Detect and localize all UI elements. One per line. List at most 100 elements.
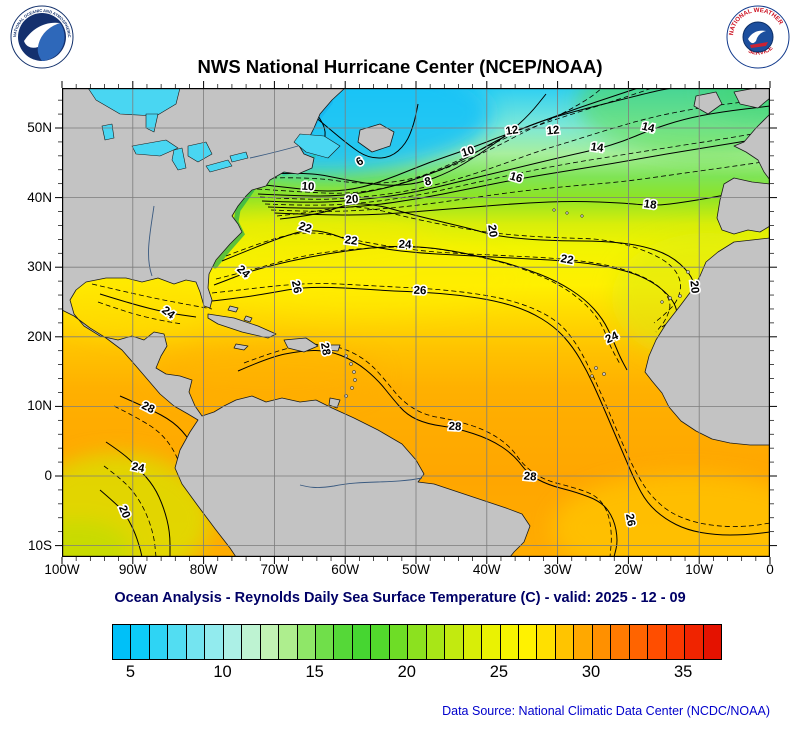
- lon-label-30W: 30W: [543, 562, 572, 577]
- lat-label-10S: 10S: [27, 537, 52, 553]
- contour-label-28: 28: [523, 470, 538, 483]
- isotherm-26-dashed: [97, 301, 183, 325]
- land-newfoundland: [357, 123, 395, 153]
- lake-ontario: [229, 151, 249, 163]
- amazon-river: [299, 477, 423, 488]
- nws-emblem-stripe: [750, 42, 768, 48]
- mississippi-river: [148, 205, 155, 277]
- lat-label-0: 0: [44, 468, 52, 483]
- latlon-grid: [62, 88, 770, 557]
- land-bahamas: [227, 305, 253, 323]
- contour-label-12: 12: [505, 124, 519, 138]
- noaa-emblem-ocean: [37, 23, 65, 61]
- lon-label-20W: 20W: [614, 562, 643, 577]
- colorbar-cell-28: [555, 625, 575, 659]
- map-frame: [62, 88, 770, 557]
- gulf-st-lawrence: [293, 133, 341, 159]
- isotherm-9-dashed: [263, 88, 603, 184]
- land-jamaica: [233, 343, 249, 351]
- colorbar-tick-10: 10: [213, 663, 232, 681]
- isotherm-17-dashed: [270, 160, 770, 212]
- colorbar-cell-15: [315, 625, 335, 659]
- contour-label-26: 26: [413, 285, 426, 297]
- data-source-credit: Data Source: National Climatic Data Cent…: [442, 704, 770, 718]
- land-britain: [733, 88, 770, 109]
- colorbar-cell-29: [574, 625, 593, 659]
- colorbar-cell-26: [518, 625, 538, 659]
- nws-emblem-disc: [742, 21, 774, 53]
- colorbar-tick-30: 30: [581, 663, 601, 681]
- colorbar-cell-32: [629, 625, 649, 659]
- contour-label-14: 14: [590, 141, 605, 155]
- land-puerto-rico: [325, 344, 341, 352]
- contour-label-20: 20: [345, 193, 359, 206]
- contour-label-26: 26: [623, 513, 637, 528]
- isotherm-22: [221, 230, 678, 340]
- colorbar-tick-5: 5: [125, 663, 136, 681]
- james-bay: [145, 113, 159, 133]
- colorbar-tick-35: 35: [673, 663, 693, 681]
- colorbar-cell-6: [149, 625, 169, 659]
- contour-label-26: 26: [289, 280, 303, 295]
- colorbar-cell-36: [703, 625, 721, 659]
- nws-logo: NATIONAL WEATHER SERVICE: [726, 5, 790, 69]
- contour-label-22: 22: [560, 253, 575, 267]
- contour-label-28: 28: [318, 342, 332, 357]
- land-trinidad: [328, 397, 341, 409]
- isotherm-28: [237, 349, 618, 557]
- isotherm-27-dashed: [113, 405, 185, 487]
- land-africa: [644, 237, 770, 446]
- isotherm-23-dashed: [103, 465, 157, 557]
- isotherm-25-dashed: [211, 283, 770, 527]
- lat-label-50N: 50N: [27, 120, 52, 135]
- contour-label-20: 20: [485, 224, 499, 238]
- page-title: NWS National Hurricane Center (NCEP/NOAA…: [197, 56, 603, 77]
- lakes-layer: [87, 88, 341, 173]
- colorbar-cell-13: [279, 625, 298, 659]
- land-hispaniola: [283, 337, 319, 353]
- colorbar-cell-20: [408, 625, 427, 659]
- temperature-colorbar: [112, 624, 722, 660]
- colorbar-cell-19: [389, 625, 409, 659]
- island-dots: [344, 208, 690, 398]
- noaa-seagull-icon: [24, 22, 60, 48]
- colorbar-tick-15: 15: [305, 663, 324, 681]
- contour-label-28: 28: [448, 421, 462, 434]
- colorbar-cell-16: [334, 625, 353, 659]
- lon-label-40W: 40W: [472, 562, 501, 577]
- isotherm-12: [257, 88, 673, 197]
- colorbar-cell-25: [500, 625, 519, 659]
- colorbar-cell-24: [482, 625, 501, 659]
- lon-label-80W: 80W: [189, 562, 218, 577]
- lon-label-100W: 100W: [44, 562, 80, 577]
- isotherm-25-dashed: [91, 283, 213, 310]
- lon-label-50W: 50W: [402, 562, 430, 577]
- land-iberia: [716, 177, 770, 235]
- colorbar-cell-35: [685, 625, 704, 659]
- colorbar-cell-30: [592, 625, 612, 659]
- contour-label-14: 14: [640, 121, 656, 136]
- lon-label-0: 0: [766, 562, 774, 577]
- land-france: [733, 113, 770, 181]
- lat-label-30N: 30N: [27, 259, 52, 275]
- lake-michigan: [171, 147, 187, 171]
- isotherm-6: [301, 103, 419, 159]
- contour-label-24: 24: [398, 239, 412, 252]
- lon-label-90W: 90W: [118, 562, 147, 577]
- colorbar-cell-7: [168, 625, 187, 659]
- lake-erie: [205, 159, 233, 173]
- lake-superior: [131, 139, 179, 157]
- colorbar-cell-9: [205, 625, 224, 659]
- contour-label-22: 22: [297, 220, 313, 235]
- lon-label-10W: 10W: [685, 562, 714, 577]
- isotherm-18: [273, 184, 770, 216]
- colorbar-cell-10: [223, 625, 243, 659]
- contour-label-20: 20: [687, 280, 700, 294]
- isotherm-27-dashed: [243, 343, 612, 557]
- st-lawrence-river: [249, 145, 299, 159]
- colorbar-cell-14: [297, 625, 316, 659]
- contour-label-10: 10: [460, 144, 476, 159]
- colorbar-cell-17: [352, 625, 372, 659]
- lon-label-70W: 70W: [260, 562, 289, 577]
- colorbar-cell-33: [648, 625, 667, 659]
